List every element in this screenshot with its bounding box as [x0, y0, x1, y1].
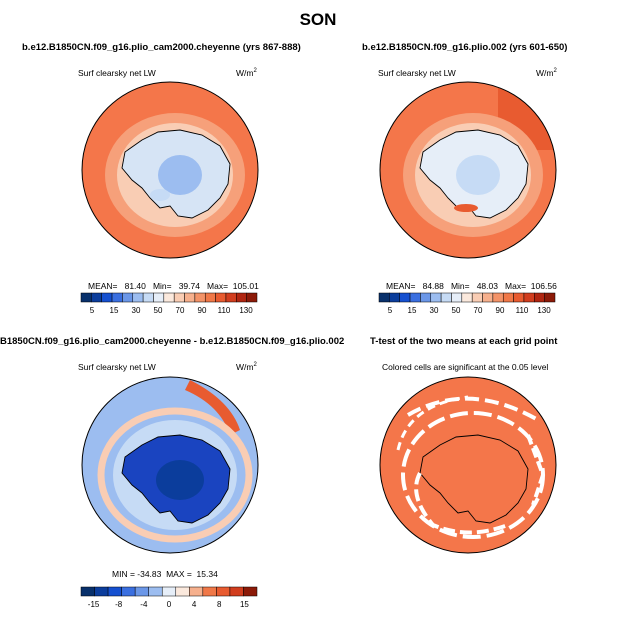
colorbar-2-swatch [534, 292, 545, 303]
colorbar-1-tick-label: 30 [132, 306, 141, 315]
figure-title: SON [299, 10, 337, 29]
panel-3-stats: MIN = -34.83 MAX = 15.34 [112, 569, 218, 579]
colorbar-3-tick-label: -4 [140, 600, 148, 609]
colorbar-2-tick-label: 70 [474, 306, 483, 315]
colorbar-2-tick-label: 15 [408, 306, 417, 315]
colorbar-2-swatch [492, 292, 504, 303]
colorbar-3-swatch [107, 586, 122, 597]
colorbar-3-swatch [121, 586, 136, 597]
colorbar-2-tick-label: 5 [388, 306, 393, 315]
panel-3-title: B1850CN.f09_g16.plio_cam2000.cheyenne - … [0, 336, 345, 347]
panel-2-colorbar: 5 15 30 50 70 90 110 130 [378, 292, 556, 315]
colorbar-1-swatch [163, 292, 175, 303]
colorbar-2-swatch [389, 292, 400, 303]
panel-2-stats: MEAN= 84.88 Min= 48.03 Max= 106.56 [386, 281, 557, 291]
colorbar-2-tick-label: 110 [516, 306, 529, 315]
panel-1-units: W/m2 [236, 68, 257, 78]
colorbar-2-swatch [544, 292, 556, 303]
panel-1-map [81, 81, 259, 259]
colorbar-3-swatch [229, 586, 244, 597]
colorbar-1-swatch [184, 292, 196, 303]
colorbar-3-swatch [202, 586, 217, 597]
panel-3-colorbar: -15 -8 -4 0 4 8 15 [80, 586, 258, 609]
colorbar-3-swatch [148, 586, 163, 597]
panel-2-title: b.e12.B1850CN.f09_g16.plio.002 (yrs 601-… [362, 42, 568, 53]
colorbar-1-swatch [246, 292, 258, 303]
panel-2-units: W/m2 [536, 68, 557, 78]
colorbar-2-tick-label: 90 [496, 306, 505, 315]
panel-2-field: Surf clearsky net LW [378, 68, 456, 78]
antarctica-outline [419, 434, 529, 524]
colorbar-1-swatch [80, 292, 92, 303]
panel-4-field: Colored cells are significant at the 0.0… [382, 362, 549, 372]
colorbar-2-tick-label: 130 [537, 306, 551, 315]
colorbar-1-swatch [194, 292, 206, 303]
colorbar-2-tick-label: 30 [430, 306, 439, 315]
colorbar-1-tick-label: 90 [198, 306, 207, 315]
panel-4-map [379, 376, 557, 554]
colorbar-1-tick-label: 50 [154, 306, 163, 315]
colorbar-2-swatch [482, 292, 494, 303]
colorbar-2-swatch [523, 292, 535, 303]
colorbar-3-tick-label: -15 [88, 600, 100, 609]
colorbar-2-swatch [430, 292, 442, 303]
colorbar-3-tick-label: 8 [217, 600, 222, 609]
colorbar-2-swatch [461, 292, 473, 303]
panel-4-title: T-test of the two means at each grid poi… [370, 336, 558, 347]
colorbar-3-swatch [189, 586, 204, 597]
colorbar-2-swatch [471, 292, 483, 303]
colorbar-1-swatch [91, 292, 102, 303]
colorbar-3-swatch [175, 586, 190, 597]
colorbar-2-swatch [399, 292, 411, 303]
panel-1-colorbar: 5 15 30 50 70 90 110 130 [80, 292, 258, 315]
colorbar-2-swatch [513, 292, 525, 303]
colorbar-1-tick-label: 5 [90, 306, 95, 315]
panel-1-title: b.e12.B1850CN.f09_g16.plio_cam2000.cheye… [22, 42, 301, 53]
colorbar-3-swatch [161, 586, 177, 597]
colorbar-3-swatch [134, 586, 149, 597]
colorbar-1-swatch [122, 292, 134, 303]
colorbar-1-swatch [153, 292, 165, 303]
colorbar-3-swatch [80, 586, 95, 597]
colorbar-1-swatch [101, 292, 113, 303]
colorbar-3-tick-label: -8 [115, 600, 123, 609]
colorbar-1-tick-label: 110 [218, 306, 231, 315]
colorbar-1-tick-label: 70 [176, 306, 185, 315]
panel-1-field: Surf clearsky net LW [78, 68, 156, 78]
colorbar-3-tick-label: 0 [167, 600, 172, 609]
colorbar-3-tick-label: 4 [192, 600, 197, 609]
panel-3-map [81, 376, 259, 554]
colorbar-1-swatch [215, 292, 227, 303]
panel-3-units: W/m2 [236, 362, 257, 372]
colorbar-3-swatch [243, 586, 258, 597]
colorbar-2-swatch [440, 292, 452, 303]
colorbar-1-swatch [236, 292, 247, 303]
colorbar-1-swatch [204, 292, 216, 303]
colorbar-1-swatch [111, 292, 123, 303]
colorbar-2-swatch [409, 292, 421, 303]
colorbar-1-swatch [132, 292, 144, 303]
colorbar-2-swatch [451, 292, 463, 303]
colorbar-2-tick-label: 50 [452, 306, 461, 315]
colorbar-2-swatch [502, 292, 514, 303]
colorbar-3-tick-label: 15 [240, 600, 249, 609]
colorbar-1-swatch [142, 292, 154, 303]
colorbar-1-tick-label: 15 [110, 306, 119, 315]
colorbar-2-swatch [420, 292, 432, 303]
panel-1-stats: MEAN= 81.40 Min= 39.74 Max= 105.01 [88, 281, 259, 291]
panel-3-field: Surf clearsky net LW [78, 362, 156, 372]
colorbar-1-swatch [225, 292, 237, 303]
colorbar-3-swatch [216, 586, 231, 597]
colorbar-3-swatch [94, 586, 109, 597]
colorbar-2-swatch [378, 292, 390, 303]
colorbar-1-swatch [173, 292, 185, 303]
panel-2-map [379, 81, 557, 259]
colorbar-1-tick-label: 130 [239, 306, 253, 315]
